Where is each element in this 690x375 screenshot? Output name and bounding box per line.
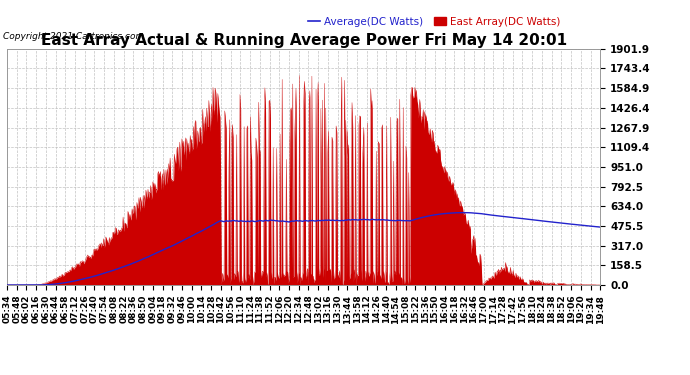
Title: East Array Actual & Running Average Power Fri May 14 20:01: East Array Actual & Running Average Powe… (41, 33, 566, 48)
Text: Copyright 2021 Cartronics.com: Copyright 2021 Cartronics.com (3, 32, 145, 41)
Legend: Average(DC Watts), East Array(DC Watts): Average(DC Watts), East Array(DC Watts) (304, 13, 565, 31)
